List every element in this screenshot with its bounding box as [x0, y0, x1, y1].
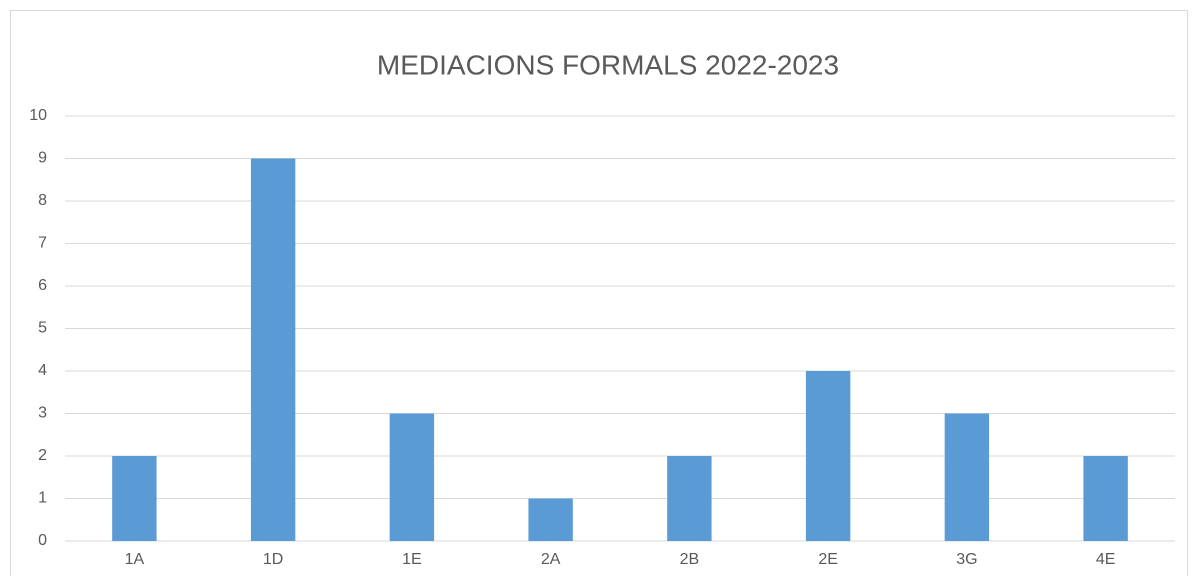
chart-border	[10, 10, 1188, 576]
y-tick-label: 8	[38, 192, 47, 209]
y-tick-label: 9	[38, 150, 47, 167]
x-tick-label: 2A	[541, 551, 561, 568]
x-tick-label: 4E	[1096, 551, 1116, 568]
x-tick-label: 1D	[263, 551, 283, 568]
y-tick-label: 7	[38, 235, 47, 252]
y-tick-label: 4	[38, 362, 47, 379]
bar	[528, 498, 573, 541]
y-tick-label: 1	[38, 490, 47, 507]
bar	[1083, 456, 1128, 541]
bar	[805, 371, 851, 541]
y-tick-label: 10	[29, 107, 47, 124]
y-tick-label: 6	[38, 277, 47, 294]
x-tick-label: 3G	[956, 551, 977, 568]
y-tick-label: 5	[38, 320, 47, 337]
y-tick-label: 3	[38, 405, 47, 422]
bar	[112, 456, 157, 541]
chart-title: MEDIACIONS FORMALS 2022-2023	[377, 49, 839, 80]
bar	[944, 413, 990, 541]
x-tick-label: 2B	[680, 551, 700, 568]
y-tick-label: 2	[38, 447, 47, 464]
bar	[667, 456, 712, 541]
y-tick-label: 0	[38, 532, 47, 549]
bar	[250, 158, 296, 541]
bar	[389, 413, 435, 541]
x-tick-label: 1A	[125, 551, 145, 568]
x-tick-label: 2E	[818, 551, 838, 568]
x-tick-label: 1E	[402, 551, 422, 568]
